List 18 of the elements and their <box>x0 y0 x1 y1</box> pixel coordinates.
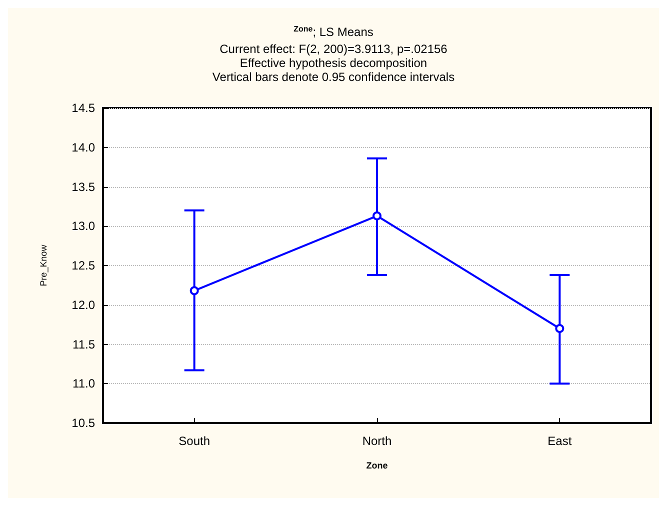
x-axis-title: Zone <box>366 460 388 470</box>
x-tick-label: North <box>362 434 392 448</box>
point <box>190 286 199 296</box>
y-tick-label: 10.5 <box>72 416 96 430</box>
point <box>372 211 382 220</box>
y-tick-label: 12.5 <box>72 258 96 272</box>
y-tick-label: 13.0 <box>72 219 96 234</box>
y-tick-label: 11.0 <box>72 376 96 391</box>
y-tick-label: 14.0 <box>72 140 96 154</box>
x-tick-label: East <box>548 434 572 448</box>
y-tick-label: 11.5 <box>72 337 96 352</box>
y-tick-label: 12.0 <box>72 298 96 312</box>
y-tick-label: 13.5 <box>72 180 96 194</box>
point <box>555 324 564 333</box>
y-tick-label: 14.5 <box>72 101 96 115</box>
y-axis-title: Pre_Know <box>38 244 48 286</box>
chart-subtitle: Current effect: F(2, 200)=3.9113, p=.02156 Effective hypothesis decomposition Vertical bars denote 0.95 confidence intervals <box>212 42 455 84</box>
x-tick-label: South <box>178 434 210 448</box>
